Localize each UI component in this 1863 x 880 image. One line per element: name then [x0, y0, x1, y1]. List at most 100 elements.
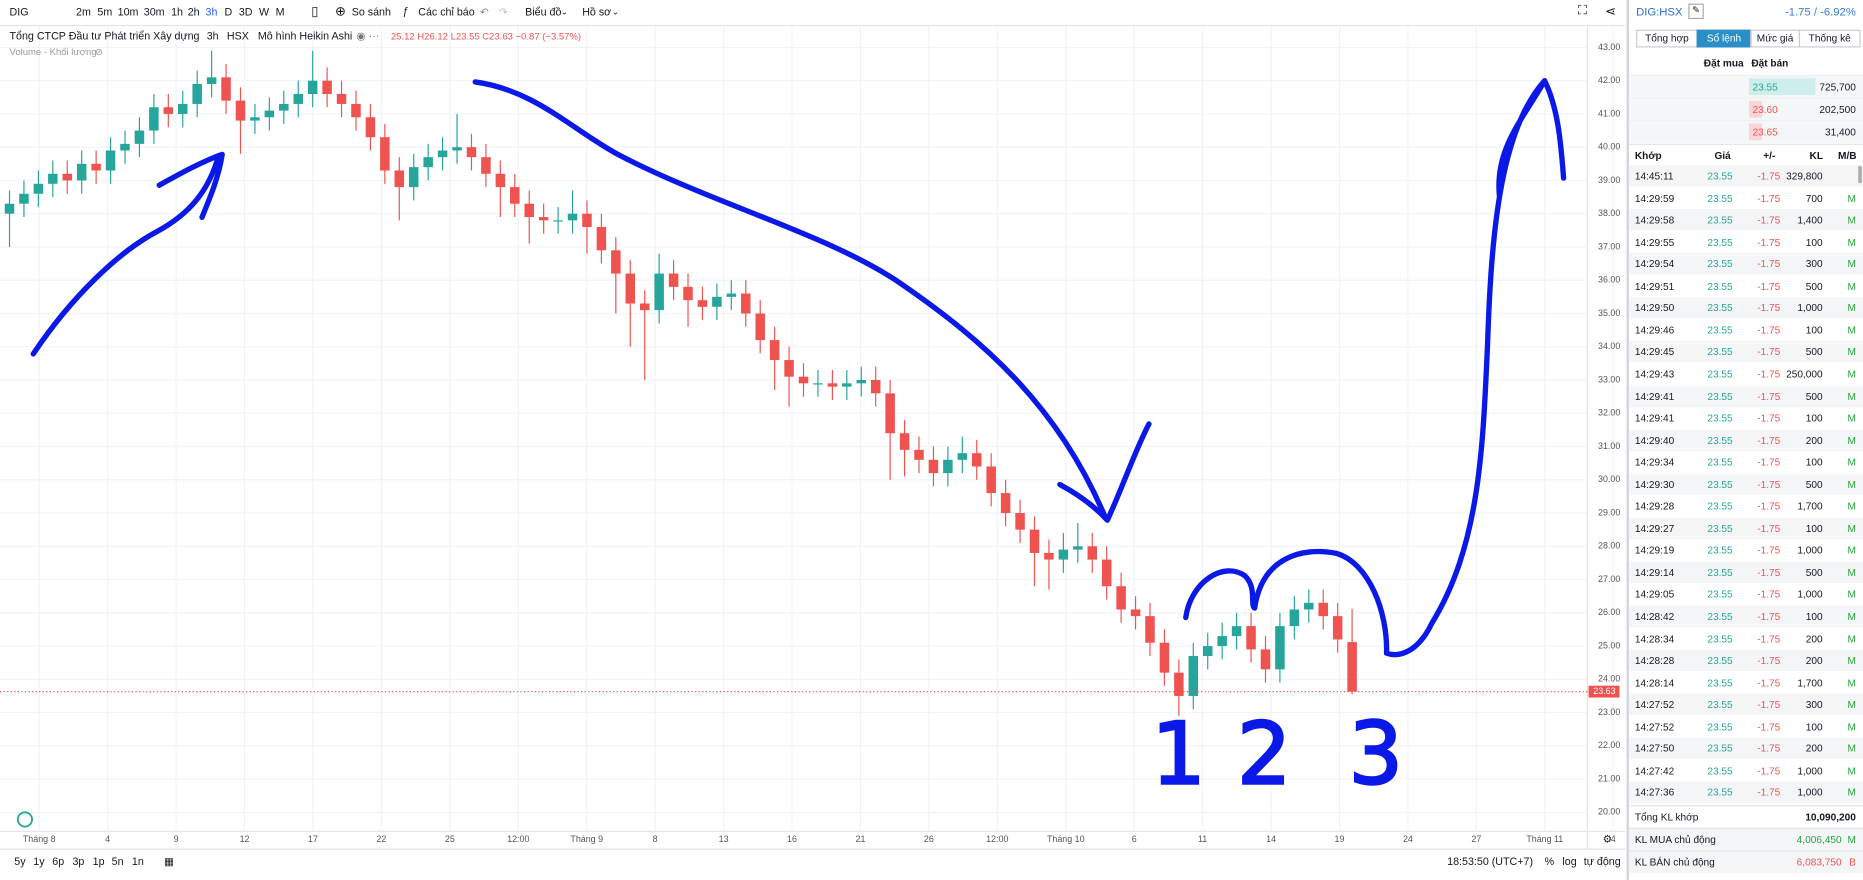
share[interactable]: ⋖ [1605, 4, 1617, 20]
auto-toggle[interactable]: tự động [1584, 856, 1621, 868]
interval[interactable]: 2m [76, 5, 91, 18]
y-tick-label: 28.00 [1598, 541, 1620, 551]
tab[interactable]: Thống kê [1798, 29, 1861, 48]
trade-cell: 14:28:34 [1634, 632, 1675, 645]
total-cell: 10,090,200 [1805, 811, 1856, 823]
fullscreen[interactable]: ⛶ [1577, 3, 1587, 18]
book-row: 23.55 725,700 [1628, 74, 1863, 98]
trade-cell: 23.55 [1707, 390, 1733, 402]
calendar-icon[interactable]: ▦ [164, 856, 174, 868]
candle-body [885, 393, 895, 434]
indicators[interactable]: Các chỉ báo [418, 5, 475, 18]
range[interactable]: 5n [112, 856, 124, 868]
trade-cell: 14:29:28 [1634, 500, 1675, 513]
trade-cell: 23.55 [1707, 324, 1733, 336]
chart-menu[interactable]: Biểu đồ [525, 5, 562, 18]
range[interactable]: 1y [33, 856, 45, 868]
interval[interactable]: 30m [143, 5, 165, 18]
dropdown[interactable]: ⌄ [611, 8, 619, 17]
tab[interactable]: Tổng hợp [1636, 29, 1698, 48]
book-header: Đặt mua [1703, 57, 1744, 69]
compare-icon[interactable]: ⊕ [335, 4, 347, 20]
trade-cell: -1.75 [1757, 324, 1781, 336]
undo[interactable]: ↶ [480, 5, 489, 18]
trade-cell: M [1847, 588, 1856, 601]
trade-cell: 23.55 [1707, 169, 1733, 182]
profile[interactable]: Hồ sơ [582, 5, 612, 18]
x-tick-label: 24 [1403, 834, 1413, 844]
logo[interactable] [16, 811, 33, 828]
y-tick-label: 39.00 [1598, 175, 1620, 185]
trade-cell: -1.75 [1757, 500, 1781, 513]
range[interactable]: 1n [132, 856, 144, 868]
trade-cell: 14:29:51 [1634, 279, 1675, 292]
trade-cell: -1.75 [1757, 235, 1781, 248]
trade-row: 14:29:05 23.55 -1.75 1,000 M [1628, 583, 1863, 605]
arrow-head [1057, 421, 1152, 523]
compare[interactable]: So sánh [351, 5, 391, 18]
interval[interactable]: W [259, 5, 270, 18]
interval[interactable]: 5m [97, 5, 113, 18]
trade-row: 14:29:34 23.55 -1.75 100 M [1628, 451, 1863, 473]
y-tick-label: 32.00 [1598, 408, 1620, 418]
trade-cell: -1.75 [1757, 522, 1781, 535]
log-toggle[interactable]: log [1562, 856, 1576, 868]
trade-cell: 23.55 [1707, 632, 1733, 645]
candle-body [1318, 602, 1328, 617]
trade-cell: 23.55 [1707, 235, 1733, 248]
trade-cell: 250,000 [1786, 368, 1823, 380]
interval[interactable]: 1h [171, 5, 183, 18]
annotation: 1 [1151, 706, 1205, 805]
candle-body [452, 147, 462, 151]
trade-cell: -1.75 [1757, 632, 1781, 645]
chart-type-icon[interactable]: ▯ [311, 4, 319, 20]
x-tick-label: 16 [787, 834, 797, 844]
candle-body [827, 383, 838, 387]
interval[interactable]: 3D [238, 5, 253, 18]
trade-cell: 14:29:54 [1634, 257, 1675, 270]
hide-icon[interactable]: ⊘ [95, 47, 103, 58]
trade-row: 14:29:40 23.55 -1.75 200 M [1628, 429, 1863, 451]
indicator-icon[interactable]: ƒ [402, 4, 409, 17]
trade-row: 14:29:59 23.55 -1.75 700 M [1628, 187, 1863, 209]
trade-cell: -1.75 [1757, 279, 1781, 292]
tab[interactable]: Mức giá [1750, 29, 1801, 48]
chart-interval: 3h [207, 31, 219, 43]
candle-body [4, 203, 15, 214]
toolbar: DIG 2m 5m 10m 30m 1h 2h 3h D 3D W M ▯ ⊕ … [0, 0, 1626, 27]
candle-body [19, 193, 29, 204]
tab[interactable]: Sổ lệnh [1696, 29, 1752, 48]
candle-body [842, 383, 852, 387]
range[interactable]: 6p [52, 856, 64, 868]
interval[interactable]: 10m [117, 5, 139, 18]
interval[interactable]: D [224, 5, 233, 18]
candle-body [48, 173, 58, 184]
redo[interactable]: ↷ [499, 5, 508, 18]
trade-cell: 1,400 [1797, 213, 1823, 226]
candle-body [33, 183, 44, 194]
interval[interactable]: M [275, 5, 285, 18]
x-tick-label: 9 [174, 834, 179, 844]
trade-cell: 23.55 [1707, 544, 1733, 557]
x-tick-label: Tháng 10 [1047, 834, 1085, 844]
percent-toggle[interactable]: % [1545, 856, 1555, 868]
candle-body [1073, 546, 1083, 550]
order-panel: DIG:HSX ✎ -1.75 / -6.92% Tổng hợp Sổ lện… [1626, 0, 1863, 880]
candle-body [611, 250, 621, 274]
range[interactable]: 1p [93, 856, 105, 868]
trade-cell: M [1847, 368, 1856, 380]
trade-cell: -1.75 [1757, 434, 1781, 447]
candle-body [1246, 626, 1256, 650]
edit-icon[interactable]: ✎ [1688, 3, 1704, 20]
trade-cell: 14:29:41 [1634, 390, 1675, 402]
symbol[interactable]: DIG [9, 5, 29, 18]
candle-body [654, 273, 664, 311]
candle-body [943, 459, 953, 474]
range[interactable]: 3p [72, 856, 84, 868]
eye-icon[interactable]: ◉ ··· [356, 31, 379, 43]
settings-icon[interactable]: ⚙ [1603, 833, 1613, 845]
range[interactable]: 5y [14, 856, 26, 868]
interval[interactable]: 3h [205, 5, 218, 18]
dropdown[interactable]: ⌄ [560, 8, 568, 17]
interval[interactable]: 2h [187, 5, 200, 18]
